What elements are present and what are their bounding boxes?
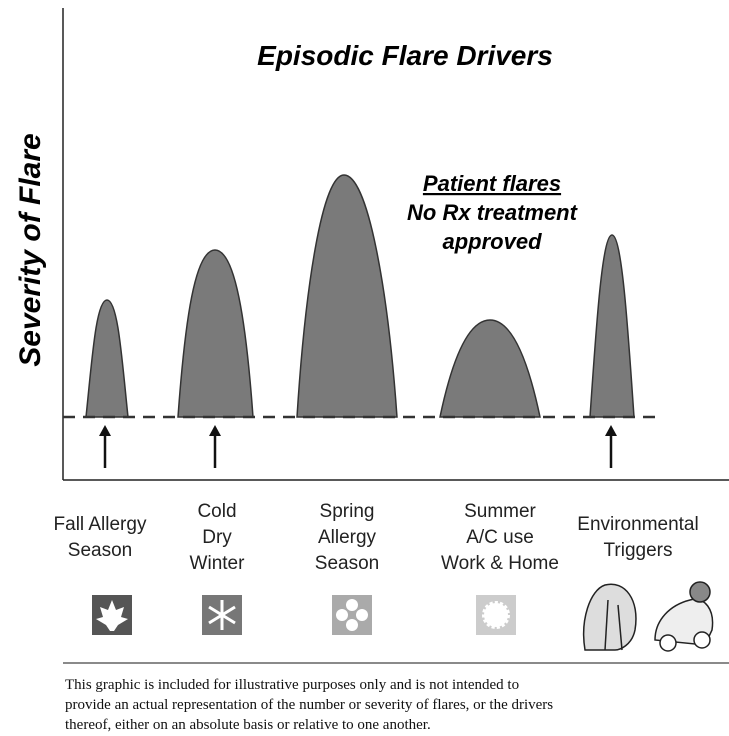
y-axis-label: Severity of Flare [14, 133, 47, 366]
flower [336, 599, 368, 631]
driver-label: Environmental [577, 514, 698, 535]
driver-label: A/C use [466, 527, 534, 548]
driver-label: Season [315, 553, 379, 574]
flare-peak [439, 319, 541, 418]
annotation-heading: Patient flares [423, 171, 561, 196]
driver-label: Fall Allergy [54, 514, 147, 535]
flare-peak [177, 249, 254, 418]
driver-label: Season [68, 540, 132, 561]
driver-label: Dry [202, 527, 232, 548]
driver-label: Winter [190, 553, 246, 574]
icon-environment [583, 581, 714, 652]
disclaimer-line: provide an actual representation of the … [65, 697, 553, 713]
flare-peak [589, 234, 635, 418]
sun [482, 601, 510, 629]
annotation-line: No Rx treatment [407, 200, 579, 225]
driver-label: Triggers [604, 540, 673, 561]
snowflake [208, 600, 236, 630]
driver-label: Spring [320, 501, 375, 522]
disclaimer: This graphic is included for illustrativ… [65, 677, 553, 733]
arrows [99, 425, 617, 468]
annotation-line: approved [442, 229, 542, 254]
driver-labels: Fall Allergy Season Cold Dry Winter Spring All… [54, 501, 699, 574]
driver-label: Allergy [318, 527, 377, 548]
title: Episodic Flare Drivers [257, 40, 553, 71]
disclaimer-line: This graphic is included for illustrativ… [65, 677, 519, 693]
flare-peak [85, 299, 129, 418]
driver-label: Cold [197, 501, 236, 522]
driver-label: Work & Home [441, 553, 559, 574]
disclaimer-line: thereof, either on an absolute basis or … [65, 717, 431, 733]
driver-label: Summer [464, 501, 536, 522]
leaf [96, 600, 128, 631]
flare-peak [296, 174, 398, 418]
